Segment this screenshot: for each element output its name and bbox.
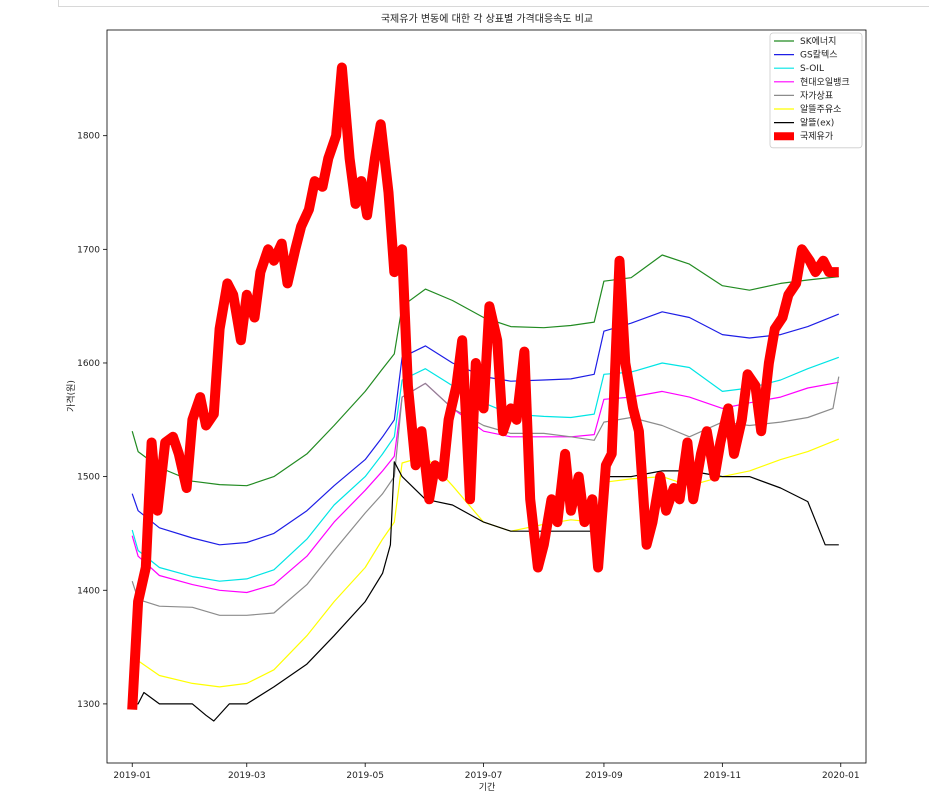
- legend-entry: 자가상표: [800, 90, 833, 101]
- y-axis: 1300 1400 1500 1600 1700 1800: [77, 132, 107, 710]
- x-tick-label: 2019-11: [704, 771, 742, 781]
- legend-entry: SK에너지: [800, 36, 836, 47]
- legend-box: [769, 32, 863, 149]
- x-tick-label: 2019-05: [346, 771, 384, 781]
- legend-entry: S-OIL: [800, 64, 824, 74]
- series-line-1: [131, 311, 840, 546]
- chart-title: 국제유가 변동에 대한 각 상표별 가격대응속도 비교: [381, 12, 593, 25]
- legend-entry: GS칼텍스: [800, 50, 838, 61]
- y-tick-label: 1300: [77, 700, 100, 710]
- y-tick-label: 1400: [77, 586, 100, 596]
- x-tick-label: 2019-03: [228, 771, 266, 781]
- y-axis-label: 가격(원): [65, 380, 77, 412]
- series-line-6: [132, 461, 839, 722]
- legend-entry: 현대오일뱅크: [800, 77, 850, 88]
- series-line-7: [127, 62, 839, 710]
- x-axis-label: 기간: [479, 782, 496, 793]
- legend-entry: 국제유가: [800, 131, 833, 142]
- x-axis: 2019-01 2019-03 2019-05 2019-07 2019-09 2019-…: [113, 763, 860, 781]
- y-tick-label: 1700: [77, 245, 100, 255]
- legend-entry: 알뜰(ex): [800, 118, 834, 129]
- series-line-0: [131, 254, 839, 487]
- y-tick-label: 1500: [77, 473, 100, 483]
- window-top-border: [58, 0, 929, 7]
- x-tick-label: 2019-01: [113, 771, 151, 781]
- x-tick-label: 2019-07: [465, 771, 503, 781]
- x-tick-label: 2019-09: [585, 771, 623, 781]
- y-tick-label: 1600: [77, 359, 100, 369]
- y-tick-label: 1800: [77, 132, 100, 142]
- plot-frame: [106, 29, 867, 764]
- x-tick-label: 2020-01: [822, 771, 860, 781]
- legend-entry: 알뜰주유소: [800, 104, 841, 115]
- plot-area: [127, 62, 840, 722]
